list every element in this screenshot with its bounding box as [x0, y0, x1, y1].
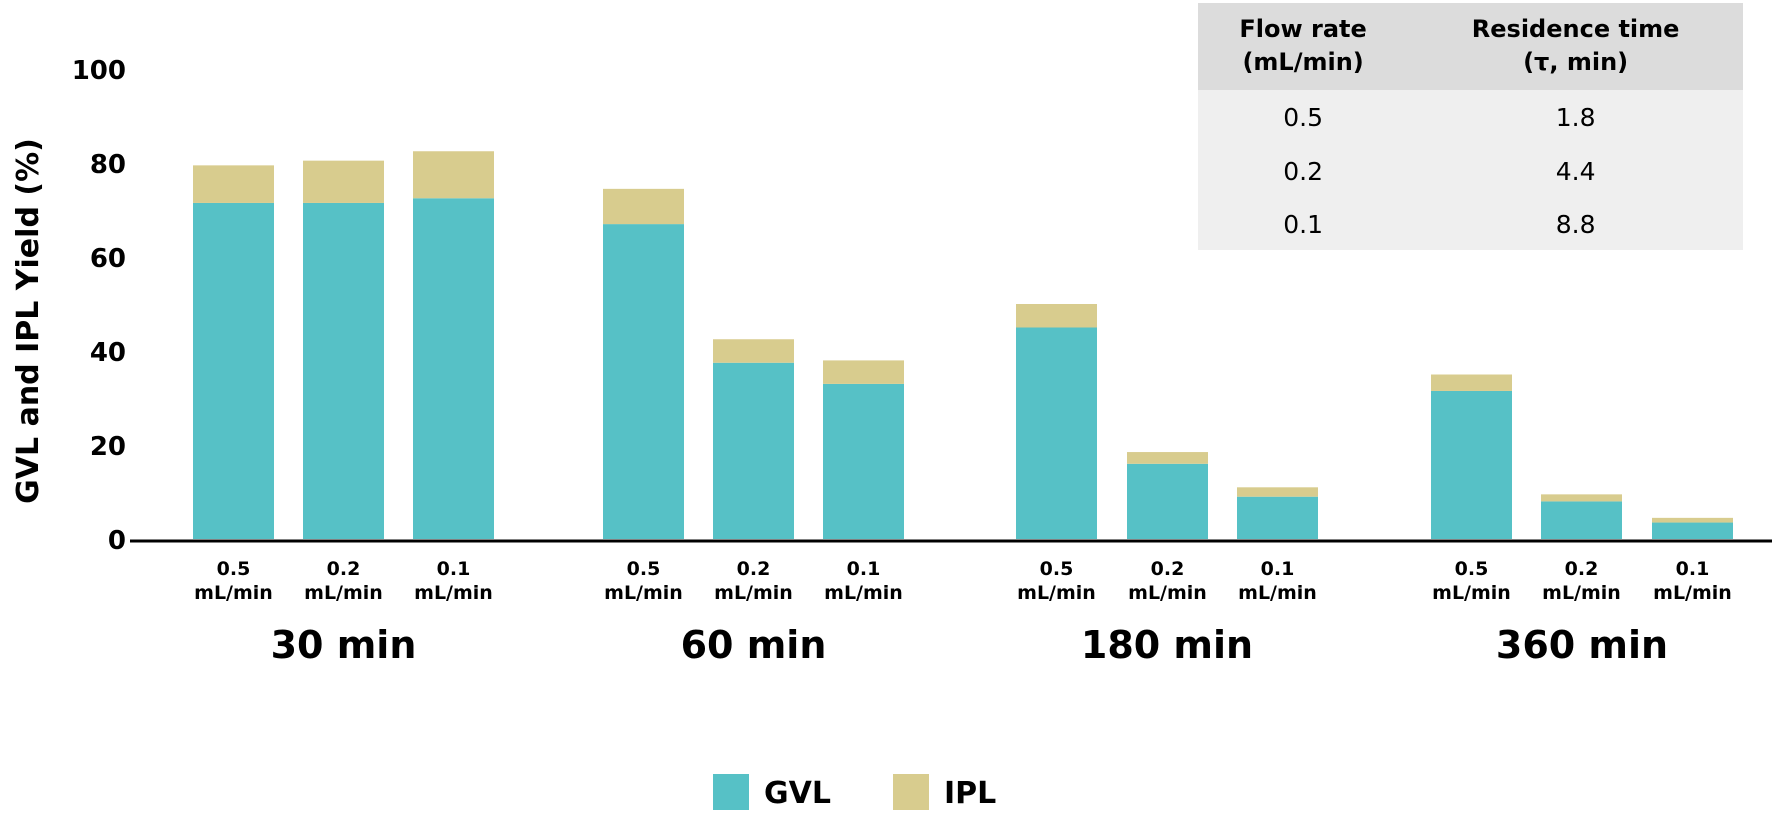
x-group-label: 60 min: [681, 623, 827, 667]
table-header-residence-time: Residence time (τ, min): [1408, 3, 1743, 90]
bar-gvl: [1237, 496, 1318, 539]
bar-ipl: [1541, 494, 1622, 502]
table-row: 0.1 8.8: [1198, 198, 1743, 250]
table-cell-flow-rate: 0.1: [1198, 198, 1409, 250]
x-tick-label-unit: mL/min: [1542, 582, 1621, 604]
legend-swatch-gvl: [713, 774, 749, 810]
x-tick-label-unit: mL/min: [604, 582, 683, 604]
x-tick-label-unit: mL/min: [1653, 582, 1732, 604]
bar-ipl: [193, 165, 274, 203]
table-cell-flow-rate: 0.5: [1198, 90, 1409, 144]
table-cell-residence-time: 1.8: [1408, 90, 1743, 144]
bar-ipl: [1016, 304, 1097, 328]
y-tick-label: 20: [90, 432, 126, 462]
table-header-flow-rate: Flow rate (mL/min): [1198, 3, 1409, 90]
x-tick-label-unit: mL/min: [824, 582, 903, 604]
table-row: 0.2 4.4: [1198, 144, 1743, 198]
bar-gvl: [1431, 390, 1512, 539]
bar-gvl: [1652, 522, 1733, 539]
residence-time-table: Flow rate (mL/min) Residence time (τ, mi…: [1198, 3, 1743, 250]
bar-gvl: [1016, 327, 1097, 539]
bar-gvl: [193, 202, 274, 539]
x-tick-label-unit: mL/min: [1128, 582, 1207, 604]
x-tick-label-unit: mL/min: [714, 582, 793, 604]
x-tick-label-unit: mL/min: [194, 582, 273, 604]
x-tick-label: 0.1: [1676, 558, 1710, 580]
x-tick-label-unit: mL/min: [304, 582, 383, 604]
y-axis-ticks: 0 20 40 60 80 100: [72, 56, 126, 556]
legend: GVL IPL: [713, 774, 996, 811]
x-tick-label: 0.5: [627, 558, 661, 580]
x-tick-label: 0.2: [737, 558, 771, 580]
x-group-label: 360 min: [1496, 623, 1668, 667]
table-cell-flow-rate: 0.2: [1198, 144, 1409, 198]
bar-ipl: [303, 160, 384, 203]
bar-gvl: [823, 383, 904, 539]
legend-swatch-ipl: [893, 774, 929, 810]
y-axis-label: GVL and IPL Yield (%): [11, 138, 46, 504]
bar-gvl: [413, 198, 494, 539]
x-tick-label: 0.5: [1455, 558, 1489, 580]
x-tick-label-unit: mL/min: [1432, 582, 1511, 604]
legend-label-gvl: GVL: [764, 776, 831, 811]
y-tick-label: 80: [90, 150, 126, 180]
table-row: 0.5 1.8: [1198, 90, 1743, 144]
x-tick-label: 0.2: [1151, 558, 1185, 580]
y-tick-label: 40: [90, 338, 126, 368]
bar-ipl: [1237, 487, 1318, 497]
table-header-row: Flow rate (mL/min) Residence time (τ, mi…: [1198, 3, 1743, 90]
x-tick-label: 0.1: [437, 558, 471, 580]
table-cell-residence-time: 8.8: [1408, 198, 1743, 250]
legend-label-ipl: IPL: [944, 776, 996, 811]
bar-series: [193, 151, 1733, 539]
y-tick-label: 100: [72, 56, 126, 86]
x-tick-label: 0.2: [1565, 558, 1599, 580]
bar-ipl: [413, 151, 494, 199]
x-tick-label-unit: mL/min: [1238, 582, 1317, 604]
x-tick-label: 0.5: [217, 558, 251, 580]
table-cell-residence-time: 4.4: [1408, 144, 1743, 198]
x-group-label: 180 min: [1081, 623, 1253, 667]
x-tick-label: 0.5: [1040, 558, 1074, 580]
x-tick-label-unit: mL/min: [1017, 582, 1096, 604]
bar-ipl: [1652, 517, 1733, 523]
bar-ipl: [1127, 452, 1208, 464]
bar-gvl: [1541, 501, 1622, 539]
bar-ipl: [713, 339, 794, 363]
x-tick-label: 0.1: [1261, 558, 1295, 580]
bar-ipl: [603, 188, 684, 225]
bar-ipl: [1431, 374, 1512, 391]
bar-gvl: [713, 362, 794, 539]
bar-gvl: [1127, 463, 1208, 539]
y-tick-label: 60: [90, 244, 126, 274]
bar-ipl: [823, 360, 904, 384]
bar-gvl: [603, 224, 684, 539]
x-tick-label-unit: mL/min: [414, 582, 493, 604]
x-group-label: 30 min: [271, 623, 417, 667]
x-tick-label: 0.1: [847, 558, 881, 580]
x-tick-label: 0.2: [327, 558, 361, 580]
bar-gvl: [303, 202, 384, 539]
y-tick-label: 0: [108, 526, 126, 556]
